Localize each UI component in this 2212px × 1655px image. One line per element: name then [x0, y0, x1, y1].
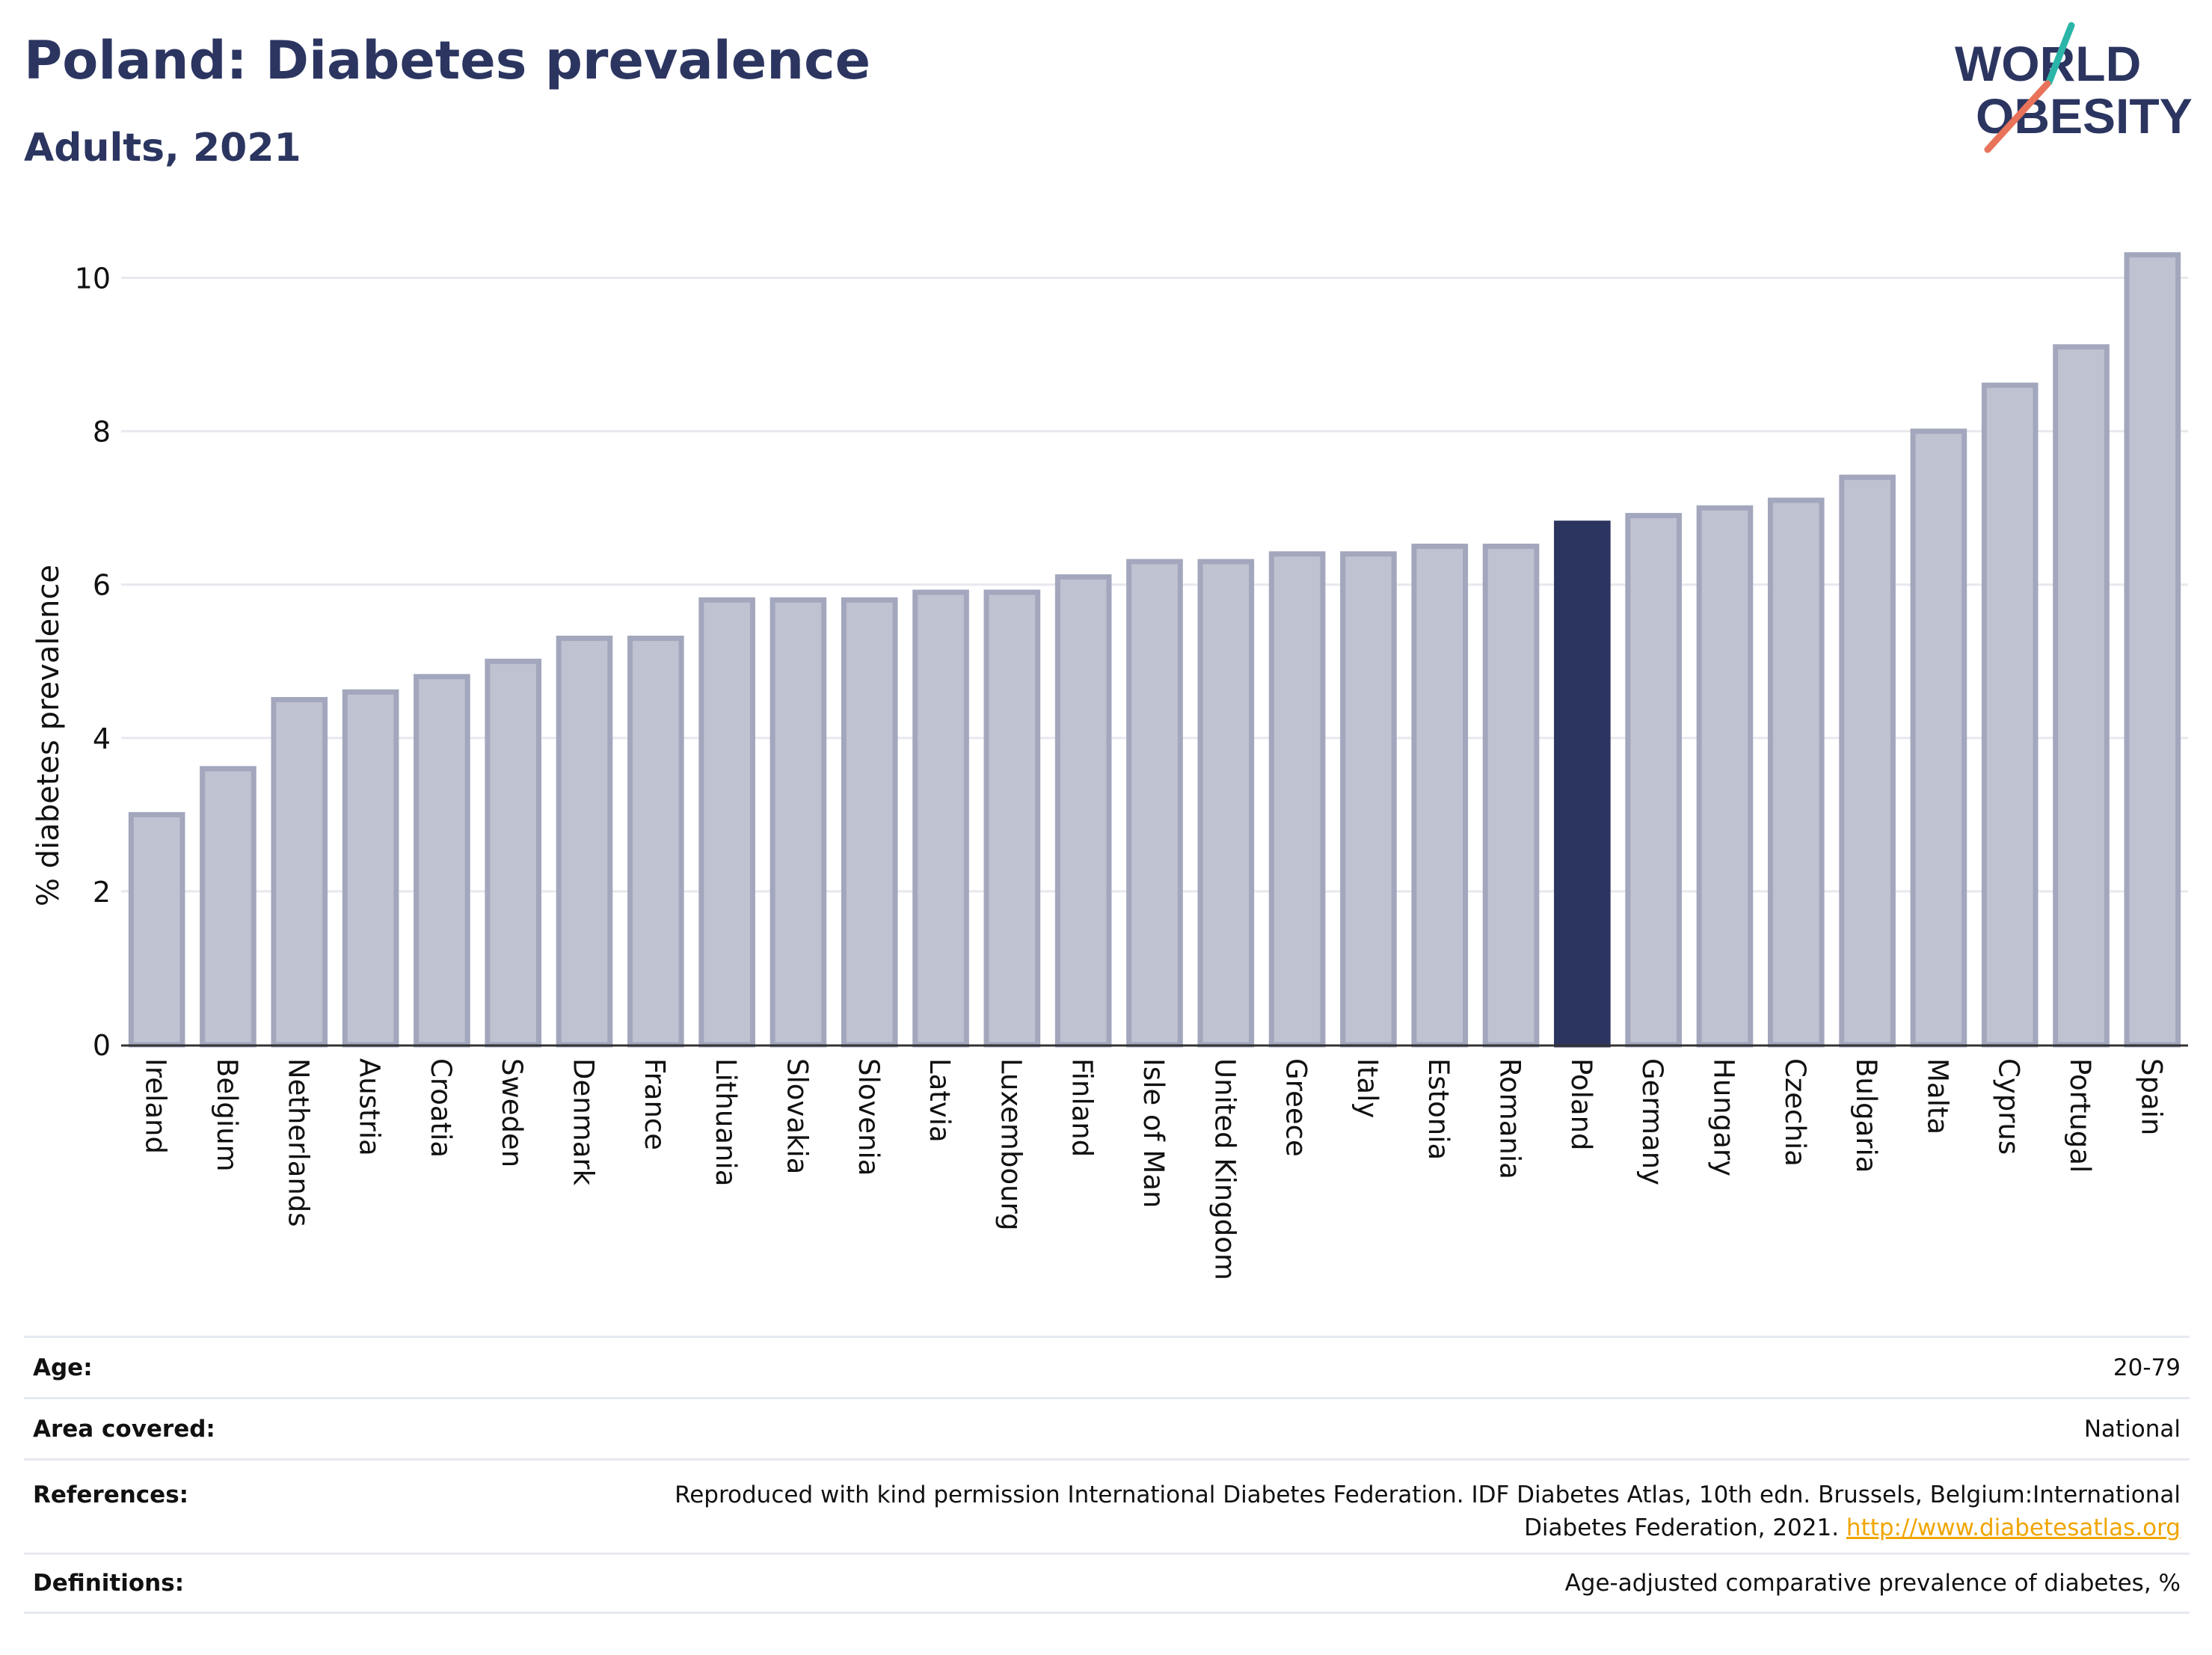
- bar-estonia: [1411, 543, 1469, 1048]
- bar-chart: 0 2 4 6 8 10 Ireland Belgium Netherlands Austria…: [31, 252, 2188, 1280]
- y-tick-label: 10: [75, 262, 111, 295]
- bar-poland: [1554, 521, 1611, 1048]
- meta-definitions-label: Definitions:: [33, 1570, 185, 1597]
- bar-netherlands: [271, 697, 328, 1048]
- logo-slash-teal: [2045, 22, 2075, 86]
- meta-references-label: References:: [33, 1481, 189, 1508]
- bar-isle-of-man: [1126, 559, 1183, 1048]
- logo-word-obesity: OBESITY: [1976, 88, 2193, 144]
- x-tick-label: Latvia: [924, 1058, 956, 1143]
- x-tick-label: Bulgaria: [1850, 1058, 1882, 1173]
- x-tick-label: Romania: [1494, 1058, 1526, 1179]
- x-tick-label: Austria: [354, 1058, 386, 1156]
- x-tick-label: Hungary: [1707, 1058, 1739, 1176]
- x-tick-label: Ireland: [140, 1058, 172, 1154]
- bars: [128, 252, 2181, 1048]
- x-axis-labels: Ireland Belgium Netherlands Austria Croatia S…: [140, 1058, 2168, 1280]
- x-tick-label: Lithuania: [710, 1058, 742, 1186]
- x-tick-label: Greece: [1280, 1058, 1312, 1157]
- bar-bulgaria: [1839, 474, 1896, 1048]
- bar-belgium: [200, 766, 256, 1048]
- x-tick-label: Slovakia: [781, 1058, 813, 1174]
- bar-greece: [1268, 551, 1326, 1048]
- x-tick-label: Malta: [1921, 1058, 1953, 1134]
- x-tick-label: United Kingdom: [1208, 1058, 1241, 1280]
- y-axis-ticks: 0 2 4 6 8 10: [75, 262, 111, 1062]
- bar-hungary: [1696, 505, 1754, 1048]
- meta-age-label: Age:: [33, 1354, 93, 1381]
- references-line1: Reproduced with kind permission Internat…: [675, 1481, 2181, 1508]
- meta-row-age: Age: 20-79: [24, 1336, 2190, 1397]
- bar-united-kingdom: [1197, 559, 1255, 1048]
- x-tick-label: Spain: [2135, 1058, 2167, 1135]
- y-tick-label: 2: [93, 876, 111, 909]
- world-obesity-logo: WORLD OBESITY: [1955, 22, 2193, 153]
- y-axis-label: % diabetes prevalence: [31, 565, 66, 906]
- page-subtitle: Adults, 2021: [24, 126, 301, 171]
- x-tick-label: Germany: [1636, 1058, 1668, 1185]
- x-tick-label: Estonia: [1422, 1058, 1454, 1160]
- x-tick-label: Luxembourg: [995, 1058, 1027, 1231]
- bar-france: [627, 636, 684, 1048]
- bar-slovakia: [769, 597, 827, 1048]
- bar-austria: [342, 689, 399, 1048]
- bar-spain: [2124, 252, 2181, 1048]
- bar-malta: [1910, 429, 1967, 1048]
- x-tick-label: Finland: [1066, 1058, 1099, 1157]
- x-tick-label: Denmark: [568, 1058, 600, 1186]
- bar-romania: [1482, 543, 1540, 1048]
- meta-row-definitions: Definitions: Age-adjusted comparative pr…: [24, 1553, 2190, 1614]
- bar-latvia: [912, 589, 969, 1048]
- y-tick-label: 8: [93, 416, 111, 449]
- bar-ireland: [128, 811, 185, 1048]
- bar-cyprus: [1981, 382, 2039, 1048]
- meta-references-value: Reproduced with kind permission Internat…: [675, 1479, 2181, 1544]
- x-tick-label: Croatia: [425, 1058, 457, 1158]
- bar-germany: [1625, 512, 1682, 1048]
- bar-lithuania: [698, 597, 755, 1048]
- x-tick-label: Sweden: [496, 1058, 528, 1167]
- meta-row-area: Area covered: National: [24, 1397, 2190, 1458]
- meta-row-references: References: Reproduced with kind permiss…: [24, 1458, 2190, 1553]
- x-tick-label: Netherlands: [282, 1058, 314, 1227]
- x-tick-label: Isle of Man: [1137, 1058, 1170, 1208]
- x-tick-label: Poland: [1565, 1058, 1597, 1151]
- x-tick-label: France: [639, 1058, 671, 1150]
- metadata-table: Age: 20-79 Area covered: National Refere…: [24, 1336, 2190, 1614]
- bar-portugal: [2053, 344, 2110, 1048]
- references-link[interactable]: http://www.diabetesatlas.org: [1846, 1514, 2181, 1541]
- y-tick-label: 6: [93, 569, 111, 602]
- meta-area-label: Area covered:: [33, 1415, 215, 1443]
- bar-croatia: [414, 674, 470, 1048]
- bar-finland: [1054, 574, 1112, 1048]
- bar-denmark: [556, 636, 613, 1048]
- bar-czechia: [1767, 497, 1825, 1048]
- meta-definitions-value: Age-adjusted comparative prevalence of d…: [1564, 1570, 2181, 1597]
- x-tick-label: Slovenia: [852, 1058, 885, 1176]
- bar-slovenia: [841, 597, 898, 1048]
- meta-age-value: 20-79: [2113, 1354, 2181, 1381]
- x-tick-label: Czechia: [1779, 1058, 1811, 1167]
- bar-sweden: [485, 658, 542, 1048]
- logo-slash-coral: [1984, 80, 2051, 153]
- x-tick-label: Belgium: [211, 1058, 243, 1172]
- references-line2: Diabetes Federation, 2021.: [1524, 1514, 1846, 1541]
- bar-luxembourg: [983, 589, 1041, 1048]
- meta-area-value: National: [2083, 1415, 2181, 1443]
- x-tick-label: Italy: [1351, 1058, 1383, 1118]
- page-title: Poland: Diabetes prevalence: [24, 30, 871, 91]
- x-tick-label: Portugal: [2064, 1058, 2096, 1173]
- y-tick-label: 0: [93, 1029, 111, 1062]
- x-tick-label: Cyprus: [1993, 1058, 2025, 1155]
- bar-italy: [1340, 551, 1397, 1048]
- y-tick-label: 4: [93, 722, 111, 755]
